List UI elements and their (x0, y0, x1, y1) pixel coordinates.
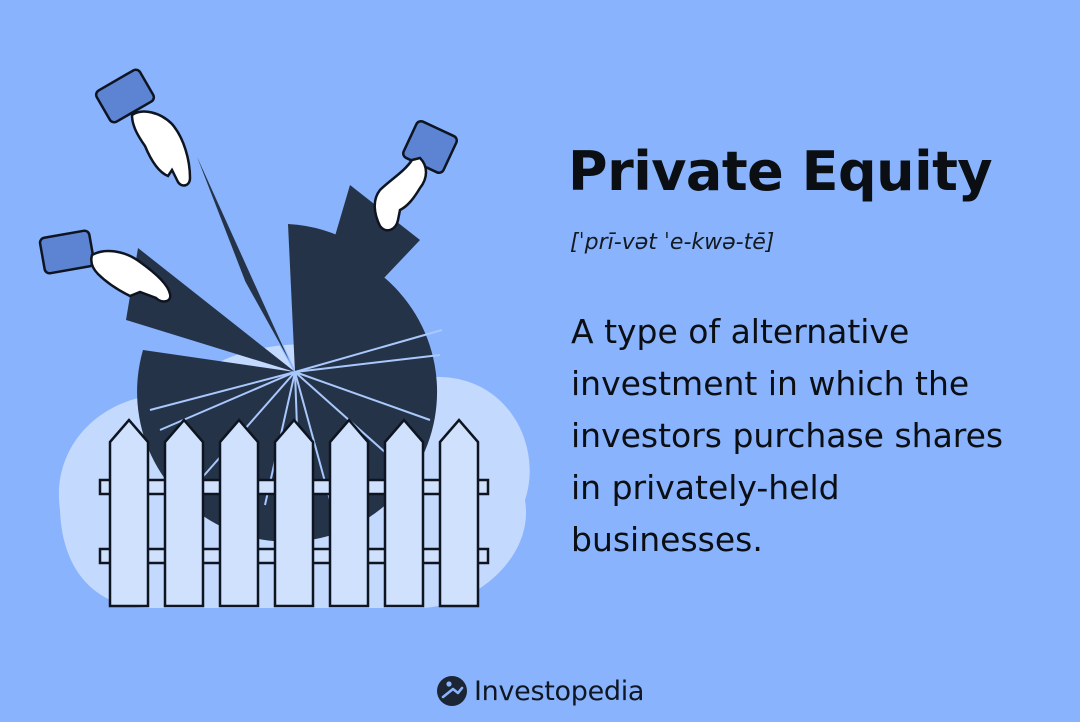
definition-text: A type of alternative investment in whic… (571, 312, 1004, 559)
pie-slice-right (295, 185, 420, 372)
hand-icon (94, 68, 192, 187)
pie-slice-left (126, 248, 295, 372)
investopedia-logo-icon (437, 676, 467, 706)
hand-icon (38, 229, 172, 303)
pie-slice-top-left (189, 139, 296, 373)
brand-logo[interactable]: Investopedia (436, 673, 644, 709)
page-title: Private Equity (568, 140, 993, 203)
brand-name: Investopedia (474, 675, 645, 707)
picket-fence-icon (98, 418, 490, 608)
hand-icon (373, 119, 458, 232)
private-equity-illustration (38, 68, 530, 608)
pronunciation: [ˈprī-vət ˈe-kwə-tē] (570, 230, 775, 255)
